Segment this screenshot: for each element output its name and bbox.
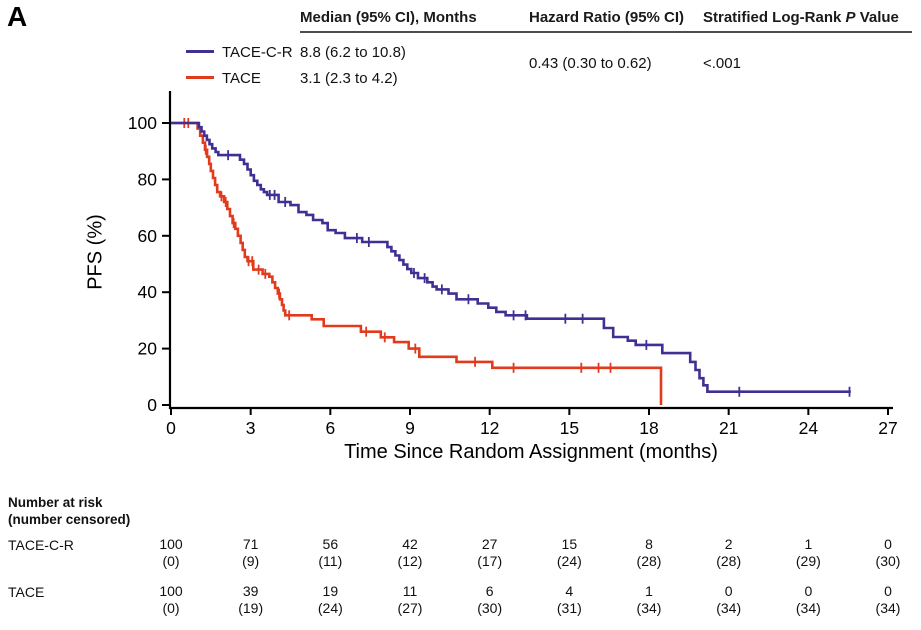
- risk-cell-at_risk: 2: [724, 536, 733, 552]
- stats-header-pvalue: Stratified Log-Rank P Value: [703, 9, 899, 26]
- risk-cell-censored: (0): [162, 600, 180, 616]
- y-tick-label: 40: [138, 282, 158, 302]
- risk-cell-censored: (29): [795, 553, 821, 569]
- x-tick-label: 24: [799, 418, 819, 438]
- risk-cell-at_risk: 56: [322, 536, 339, 552]
- x-tick-label: 9: [405, 418, 415, 438]
- y-tick-label: 100: [128, 113, 157, 133]
- x-axis-title: Time Since Random Assignment (months): [344, 441, 718, 463]
- risk-cell-at_risk: 71: [242, 536, 259, 552]
- risk-cell-at_risk: 6: [485, 583, 494, 599]
- km-curve-tace: [171, 121, 663, 405]
- panel-label: A: [7, 1, 28, 32]
- risk-cell-at_risk: 100: [159, 583, 183, 599]
- risk-table-subtitle: (number censored): [8, 512, 131, 527]
- risk-cell-at_risk: 0: [804, 583, 813, 599]
- stats-header-hazard-ratio: Hazard Ratio (95% CI): [529, 9, 685, 26]
- x-tick-label: 27: [878, 418, 897, 438]
- x-tick-label: 15: [560, 418, 579, 438]
- x-tick-label: 21: [719, 418, 738, 438]
- risk-cell-censored: (28): [716, 553, 742, 569]
- x-tick-label: 6: [325, 418, 335, 438]
- median-value-tace: 3.1 (2.3 to 4.2): [300, 70, 398, 87]
- legend-line-icon-tace-c-r: [186, 50, 214, 53]
- risk-cell-at_risk: 1: [804, 536, 813, 552]
- risk-cell-at_risk: 19: [322, 583, 339, 599]
- risk-row-label-tace: TACE: [8, 584, 45, 600]
- risk-cell-at_risk: 4: [565, 583, 574, 599]
- risk-cell-at_risk: 39: [242, 583, 259, 599]
- x-tick-label: 18: [639, 418, 658, 438]
- risk-cell-at_risk: 0: [884, 583, 892, 599]
- risk-cell-at_risk: 1: [645, 583, 653, 599]
- y-tick-label: 60: [138, 226, 158, 246]
- legend-line-icon-tace: [186, 76, 214, 79]
- risk-row-label-tace-c-r: TACE-C-R: [8, 537, 74, 553]
- risk-cell-at_risk: 11: [402, 583, 418, 599]
- risk-cell-at_risk: 15: [561, 536, 578, 552]
- risk-cell-censored: (27): [397, 600, 423, 616]
- risk-table-title: Number at risk: [8, 495, 103, 510]
- risk-cell-censored: (24): [317, 600, 343, 616]
- stats-header-median: Median (95% CI), Months: [300, 9, 477, 26]
- pvalue-header-suffix: Value: [855, 9, 899, 26]
- risk-cell-censored: (34): [716, 600, 742, 616]
- risk-cell-censored: (28): [636, 553, 662, 569]
- risk-cell-censored: (34): [636, 600, 662, 616]
- risk-cell-at_risk: 42: [402, 536, 418, 552]
- risk-cell-at_risk: 100: [159, 536, 183, 552]
- median-value-tace-c-r: 8.8 (6.2 to 10.8): [300, 44, 406, 61]
- risk-cell-censored: (34): [795, 600, 821, 616]
- risk-cell-censored: (11): [318, 553, 343, 569]
- risk-cell-at_risk: 0: [724, 583, 733, 599]
- p-value: <.001: [703, 55, 741, 72]
- risk-cell-censored: (24): [556, 553, 582, 569]
- km-curve-tace-c-r: [171, 121, 851, 393]
- risk-cell-at_risk: 0: [884, 536, 892, 552]
- y-tick-label: 20: [138, 339, 158, 359]
- x-tick-label: 3: [246, 418, 256, 438]
- risk-cell-censored: (0): [162, 553, 180, 569]
- risk-cell-at_risk: 8: [645, 536, 653, 552]
- y-tick-label: 0: [147, 395, 157, 415]
- risk-cell-censored: (12): [397, 553, 423, 569]
- risk-cell-censored: (19): [238, 600, 264, 616]
- risk-cell-censored: (34): [875, 600, 901, 616]
- risk-cell-censored: (30): [477, 600, 503, 616]
- risk-cell-censored: (9): [242, 553, 260, 569]
- y-tick-label: 80: [138, 169, 158, 189]
- stats-divider-line: [300, 31, 912, 33]
- hazard-ratio-value: 0.43 (0.30 to 0.62): [529, 55, 652, 72]
- risk-cell-at_risk: 27: [481, 536, 498, 552]
- y-axis-title: PFS (%): [84, 214, 107, 290]
- risk-cell-censored: (17): [477, 553, 503, 569]
- pvalue-header-italic-p: P: [845, 9, 856, 26]
- legend-label-tace-c-r: TACE-C-R: [222, 44, 293, 61]
- pvalue-header-prefix: Stratified Log-Rank: [703, 9, 846, 26]
- legend-label-tace: TACE: [222, 70, 261, 87]
- risk-cell-censored: (30): [875, 553, 901, 569]
- x-tick-label: 0: [166, 418, 176, 438]
- risk-cell-censored: (31): [556, 600, 582, 616]
- x-tick-label: 12: [480, 418, 499, 438]
